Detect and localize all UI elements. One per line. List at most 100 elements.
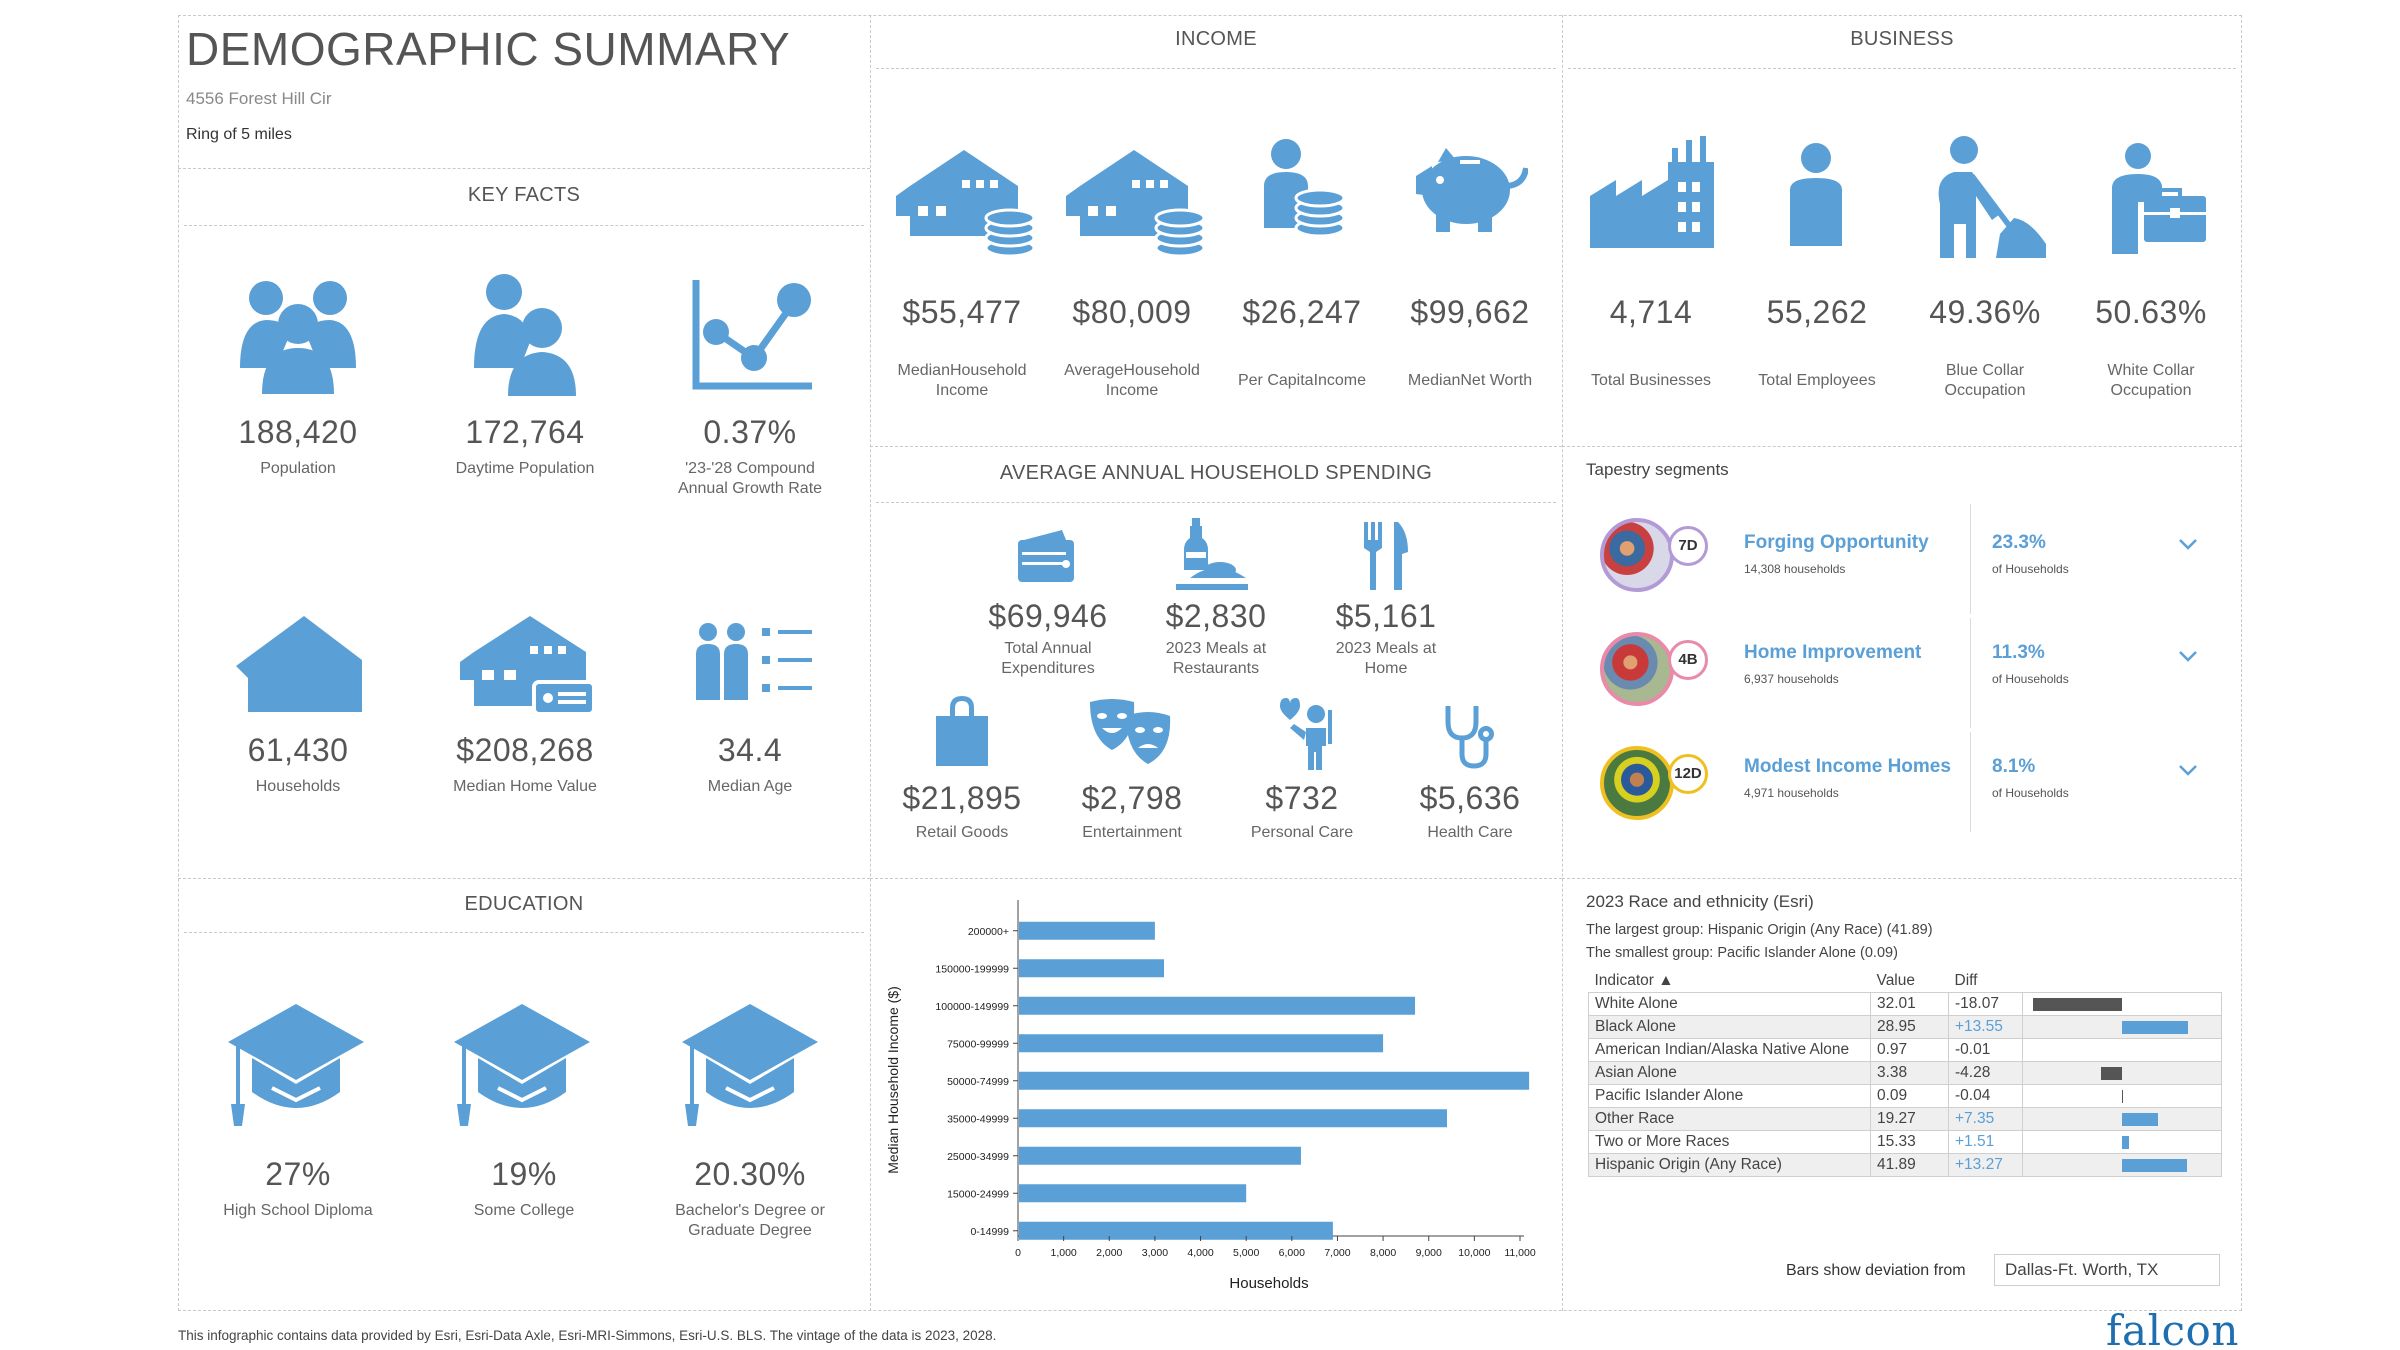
stat-label: Households bbox=[255, 778, 341, 795]
segment-percent: 8.1% bbox=[1992, 756, 2036, 777]
chart-x-axis-label: Households bbox=[1229, 1275, 1308, 1292]
stat-value: 34.4 bbox=[717, 732, 783, 768]
chart-bar bbox=[1019, 996, 1416, 1015]
chart-bar bbox=[1019, 1071, 1530, 1090]
stat-label: MedianHousehold Income bbox=[897, 362, 1027, 399]
column-header-bar bbox=[2023, 970, 2222, 992]
people-icon bbox=[236, 272, 360, 396]
chevron-down-icon[interactable] bbox=[2178, 534, 2198, 554]
chart-category-label: 150000-199999 bbox=[935, 963, 1009, 975]
column-header-value[interactable]: Value bbox=[1876, 971, 1916, 989]
stat-value: $2,798 bbox=[1081, 780, 1183, 816]
table-row[interactable]: American Indian/Alaska Native Alone 0.97-… bbox=[1588, 1037, 2222, 1062]
cell-indicator: Other Race bbox=[1588, 1106, 1871, 1131]
chart-bar bbox=[1019, 1146, 1301, 1165]
race-table: Indicator ▲ Value Diff White Alone 32.01-… bbox=[1588, 970, 2222, 1177]
tapestry-segment-12d[interactable]: 12D Modest Income Homes 4,971 households… bbox=[1586, 732, 2216, 832]
chevron-down-icon[interactable] bbox=[2178, 646, 2198, 666]
chart-bar bbox=[1019, 1034, 1384, 1053]
employee-icon bbox=[1786, 142, 1846, 246]
white-collar-icon bbox=[2108, 142, 2206, 254]
stat-value: $26,247 bbox=[1242, 294, 1362, 330]
growth-chart-icon bbox=[690, 276, 816, 394]
stat-value: 172,764 bbox=[465, 414, 585, 450]
stat-label: Blue Collar Occupation bbox=[1944, 362, 2026, 399]
stat-label: White Collar Occupation bbox=[2107, 362, 2195, 399]
segment-percent: 23.3% bbox=[1992, 532, 2046, 553]
divider bbox=[870, 446, 1562, 447]
chart-bar bbox=[1019, 1221, 1333, 1240]
key-facts-title: KEY FACTS bbox=[467, 184, 581, 206]
stat-value: 49.36% bbox=[1929, 294, 2041, 330]
deviation-select[interactable]: Dallas-Ft. Worth, TX bbox=[1994, 1254, 2220, 1286]
cell-deviation-bar bbox=[2022, 1106, 2222, 1131]
cell-deviation-bar bbox=[2022, 1060, 2222, 1085]
column-header-indicator[interactable]: Indicator ▲ bbox=[1594, 971, 1674, 989]
stat-value: $208,268 bbox=[456, 732, 594, 768]
stat-value: 61,430 bbox=[247, 732, 349, 768]
stat-label: High School Diploma bbox=[223, 1202, 373, 1219]
table-row[interactable]: Black Alone 28.95 +13.55 bbox=[1588, 1014, 2222, 1039]
chevron-down-icon[interactable] bbox=[2178, 760, 2198, 780]
stat-blue-collar: 49.36% Blue Collar Occupation bbox=[1910, 294, 2060, 401]
cell-value: 0.09 bbox=[1870, 1083, 1949, 1108]
ring-label: Ring of 5 miles bbox=[186, 126, 292, 143]
tapestry-segment-4b[interactable]: 4B Home Improvement 6,937 households 11.… bbox=[1586, 618, 2216, 728]
brand-logo: falcon bbox=[2106, 1306, 2239, 1350]
chart-tick-label: 1,000 bbox=[1050, 1247, 1076, 1259]
stat-median-home-value: $208,268 Median Home Value bbox=[430, 732, 620, 797]
stat-value: 19% bbox=[491, 1156, 557, 1192]
stat-value: $2,830 bbox=[1165, 598, 1267, 634]
stat-value: $69,946 bbox=[988, 598, 1108, 634]
stat-personal-care: $732 Personal Care bbox=[1222, 780, 1382, 843]
stat-value: 188,420 bbox=[238, 414, 358, 450]
tapestry-title: Tapestry segments bbox=[1586, 460, 1729, 479]
stat-value: 20.30% bbox=[694, 1156, 806, 1192]
table-row[interactable]: Two or More Races 15.33 +1.51 bbox=[1588, 1129, 2222, 1154]
chart-category-label: 0-14999 bbox=[970, 1226, 1009, 1238]
stat-label: Bachelor's Degree or Graduate Degree bbox=[675, 1202, 825, 1239]
stat-label: Median Home Value bbox=[453, 778, 597, 795]
chart-bar bbox=[1019, 1109, 1447, 1128]
stat-label: 2023 Meals at Restaurants bbox=[1165, 640, 1267, 677]
table-row[interactable]: White Alone 32.01 -18.07 bbox=[1588, 991, 2222, 1016]
divider bbox=[1970, 504, 1971, 614]
business-title: BUSINESS bbox=[1850, 28, 1954, 50]
chart-category-label: 50000-74999 bbox=[947, 1076, 1009, 1088]
cell-diff: +13.27 bbox=[1948, 1152, 2023, 1177]
segment-name[interactable]: Modest Income Homes bbox=[1744, 756, 1951, 777]
segment-code-badge: 12D bbox=[1668, 754, 1708, 794]
cell-diff: -18.07 bbox=[1948, 991, 2023, 1016]
segment-households: 4,971 households bbox=[1744, 786, 1839, 800]
column-header-diff[interactable]: Diff bbox=[1954, 971, 1978, 989]
stat-daytime-population: 172,764 Daytime Population bbox=[430, 414, 620, 479]
stat-label: Total Annual Expenditures bbox=[1001, 640, 1095, 677]
table-row[interactable]: Hispanic Origin (Any Race) 41.89 +13.27 bbox=[1588, 1152, 2222, 1177]
table-row[interactable]: Pacific Islander Alone 0.09 -0.04 bbox=[1588, 1083, 2222, 1108]
stat-label: Per CapitaIncome bbox=[1237, 372, 1367, 389]
stat-label: Some College bbox=[473, 1202, 575, 1219]
stat-white-collar: 50.63% White Collar Occupation bbox=[2076, 294, 2226, 401]
table-row[interactable]: Other Race 19.27 +7.35 bbox=[1588, 1106, 2222, 1131]
cell-value: 0.97 bbox=[1870, 1037, 1949, 1062]
segment-name[interactable]: Home Improvement bbox=[1744, 642, 1922, 663]
cell-diff: +1.51 bbox=[1948, 1129, 2023, 1154]
segment-name[interactable]: Forging Opportunity bbox=[1744, 532, 1929, 553]
segment-percent: 11.3% bbox=[1992, 642, 2045, 663]
stat-label: Total Employees bbox=[1758, 372, 1876, 389]
infographic-frame bbox=[178, 15, 2242, 1311]
race-largest: The largest group: Hispanic Origin (Any … bbox=[1586, 922, 1933, 938]
restaurant-icon bbox=[1176, 518, 1248, 592]
chart-category-label: 35000-49999 bbox=[947, 1113, 1009, 1125]
graduation-cap-icon bbox=[454, 1004, 590, 1128]
daytime-people-icon bbox=[470, 272, 580, 396]
stat-median-household-income: $55,477 MedianHousehold Income bbox=[882, 294, 1042, 401]
cell-indicator: Pacific Islander Alone bbox=[1588, 1083, 1871, 1108]
divider bbox=[178, 878, 870, 879]
table-row[interactable]: Asian Alone 3.38 -4.28 bbox=[1588, 1060, 2222, 1085]
address: 4556 Forest Hill Cir bbox=[186, 89, 332, 108]
segment-photo bbox=[1600, 518, 1674, 592]
shopping-bag-icon bbox=[936, 696, 988, 766]
deviation-bar bbox=[2122, 1158, 2188, 1172]
tapestry-segment-7d[interactable]: 7D Forging Opportunity 14,308 households… bbox=[1586, 504, 2216, 614]
